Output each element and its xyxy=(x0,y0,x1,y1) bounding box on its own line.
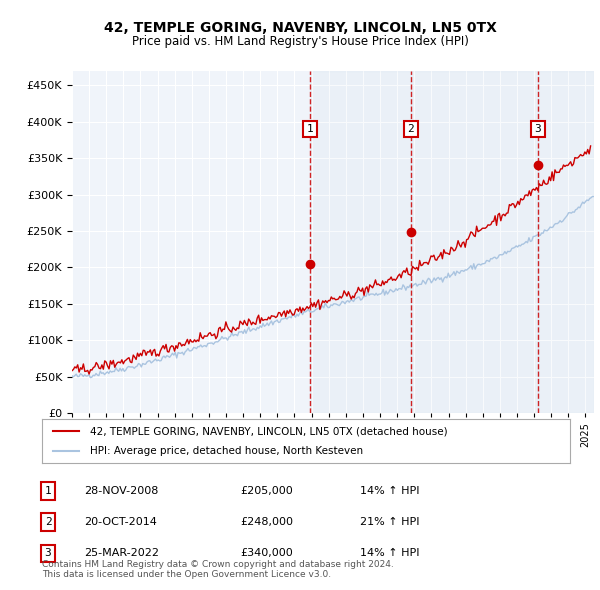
Bar xyxy=(411,71,538,413)
Text: 14% ↑ HPI: 14% ↑ HPI xyxy=(360,486,419,496)
Text: Price paid vs. HM Land Registry's House Price Index (HPI): Price paid vs. HM Land Registry's House … xyxy=(131,35,469,48)
Text: 2: 2 xyxy=(44,517,52,527)
Text: 21% ↑ HPI: 21% ↑ HPI xyxy=(360,517,419,527)
Text: Contains HM Land Registry data © Crown copyright and database right 2024.
This d: Contains HM Land Registry data © Crown c… xyxy=(42,560,394,579)
Text: £340,000: £340,000 xyxy=(240,549,293,558)
Bar xyxy=(538,71,594,413)
Text: 3: 3 xyxy=(535,124,541,134)
Text: 14% ↑ HPI: 14% ↑ HPI xyxy=(360,549,419,558)
Text: £205,000: £205,000 xyxy=(240,486,293,496)
Text: 2: 2 xyxy=(407,124,414,134)
Text: 28-NOV-2008: 28-NOV-2008 xyxy=(84,486,158,496)
Text: 42, TEMPLE GORING, NAVENBY, LINCOLN, LN5 0TX (detached house): 42, TEMPLE GORING, NAVENBY, LINCOLN, LN5… xyxy=(89,427,447,436)
Text: 1: 1 xyxy=(44,486,52,496)
Text: 25-MAR-2022: 25-MAR-2022 xyxy=(84,549,159,558)
Text: 20-OCT-2014: 20-OCT-2014 xyxy=(84,517,157,527)
Text: 1: 1 xyxy=(307,124,313,134)
Bar xyxy=(310,71,411,413)
Text: HPI: Average price, detached house, North Kesteven: HPI: Average price, detached house, Nort… xyxy=(89,446,362,455)
Text: 3: 3 xyxy=(44,549,52,558)
Text: 42, TEMPLE GORING, NAVENBY, LINCOLN, LN5 0TX: 42, TEMPLE GORING, NAVENBY, LINCOLN, LN5… xyxy=(104,21,496,35)
Text: £248,000: £248,000 xyxy=(240,517,293,527)
